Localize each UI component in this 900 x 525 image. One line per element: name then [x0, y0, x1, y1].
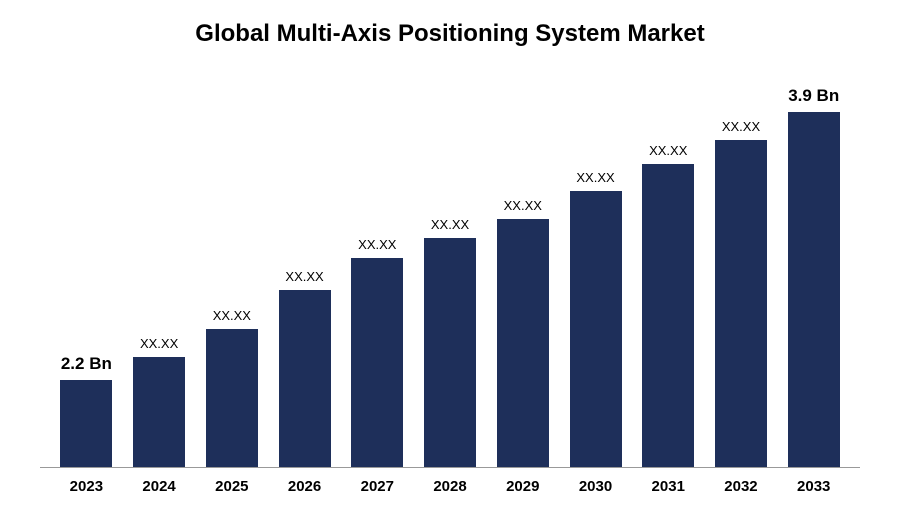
bar: [279, 290, 331, 467]
bar: [133, 357, 185, 467]
x-axis-label: 2029: [486, 478, 559, 495]
bar-label: XX.XX: [722, 119, 760, 134]
bar-label: XX.XX: [213, 308, 251, 323]
bar-label: 3.9 Bn: [788, 86, 839, 106]
x-axis-label: 2023: [50, 478, 123, 495]
plot-area: 2.2 Bn XX.XX XX.XX XX.XX XX.XX XX.XX XX.…: [40, 73, 860, 468]
bar-group: XX.XX: [341, 73, 414, 467]
bar: [424, 238, 476, 467]
bar-group: XX.XX: [123, 73, 196, 467]
bar: [788, 112, 840, 467]
chart-title: Global Multi-Axis Positioning System Mar…: [40, 20, 860, 48]
bar: [642, 164, 694, 467]
bar-group: XX.XX: [705, 73, 778, 467]
bar-group: XX.XX: [559, 73, 632, 467]
bar-label: XX.XX: [576, 170, 614, 185]
x-axis-label: 2026: [268, 478, 341, 495]
bar: [60, 380, 112, 467]
bar-group: XX.XX: [268, 73, 341, 467]
bar: [715, 140, 767, 467]
bar: [351, 258, 403, 467]
bar-group: 3.9 Bn: [777, 73, 850, 467]
bar-label: XX.XX: [358, 237, 396, 252]
bar-group: XX.XX: [632, 73, 705, 467]
bar: [206, 329, 258, 467]
x-axis-label: 2028: [414, 478, 487, 495]
x-axis-label: 2030: [559, 478, 632, 495]
bar-label: XX.XX: [140, 336, 178, 351]
bar: [497, 219, 549, 467]
x-axis-label: 2025: [195, 478, 268, 495]
x-axis-label: 2032: [705, 478, 778, 495]
bar-group: 2.2 Bn: [50, 73, 123, 467]
chart-container: Global Multi-Axis Positioning System Mar…: [0, 0, 900, 525]
bar-label: XX.XX: [649, 143, 687, 158]
x-axis-label: 2033: [777, 478, 850, 495]
x-axis: 2023 2024 2025 2026 2027 2028 2029 2030 …: [40, 468, 860, 495]
bar-label: XX.XX: [431, 217, 469, 232]
bar-label: 2.2 Bn: [61, 354, 112, 374]
x-axis-label: 2031: [632, 478, 705, 495]
bar-label: XX.XX: [285, 269, 323, 284]
x-axis-label: 2024: [123, 478, 196, 495]
bar-group: XX.XX: [486, 73, 559, 467]
x-axis-label: 2027: [341, 478, 414, 495]
bar-group: XX.XX: [414, 73, 487, 467]
bar: [570, 191, 622, 467]
bar-group: XX.XX: [195, 73, 268, 467]
bar-label: XX.XX: [504, 198, 542, 213]
